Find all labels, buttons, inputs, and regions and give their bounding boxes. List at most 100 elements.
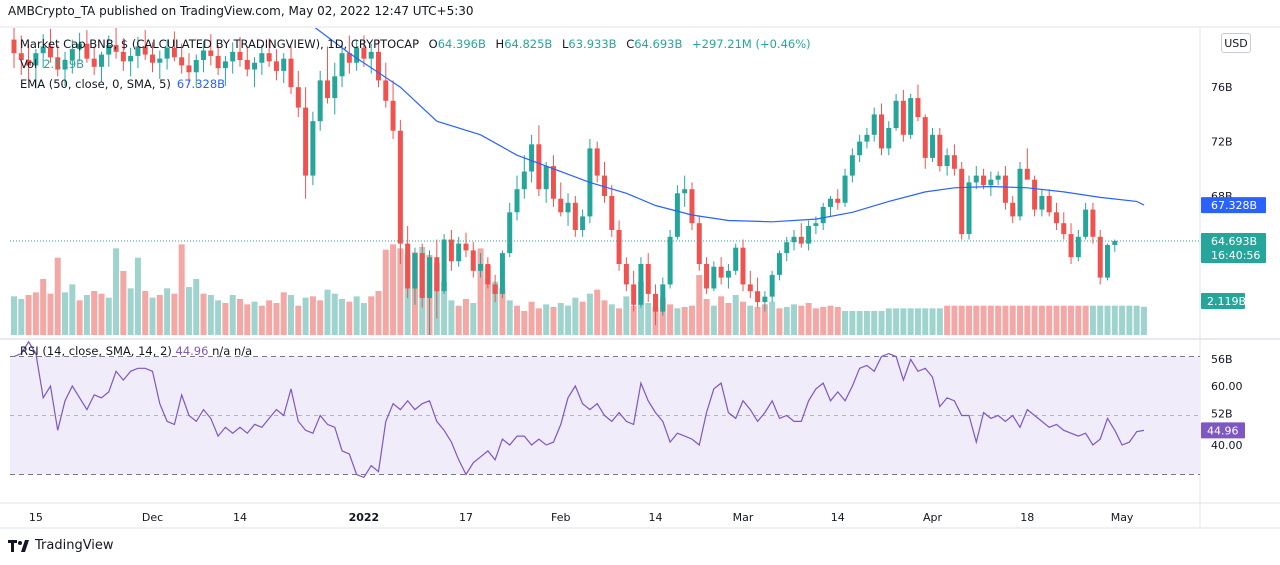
- candle-body: [937, 134, 943, 167]
- volume-row[interactable]: Vol 2.119B: [20, 54, 811, 74]
- candle-body: [1075, 236, 1081, 258]
- candle-body: [550, 166, 556, 199]
- candle-body: [900, 100, 906, 135]
- volume-bar: [601, 300, 608, 335]
- ema-row[interactable]: EMA (50, close, 0, SMA, 5) 67.328B: [20, 74, 811, 94]
- volume-bar: [594, 289, 601, 335]
- candle-body: [412, 253, 418, 289]
- candle-body: [179, 57, 185, 66]
- rsi-tag-label: 44.96: [1207, 424, 1239, 437]
- rsi-na-1: n/a: [212, 344, 231, 358]
- volume-bar: [820, 307, 827, 335]
- volume-bar: [455, 305, 462, 335]
- rsi-value: 44.96: [175, 344, 209, 358]
- candle-body: [164, 47, 170, 59]
- volume-bar: [674, 308, 681, 335]
- candle-body: [128, 55, 134, 62]
- candle-body: [747, 284, 753, 292]
- volume-bar: [309, 296, 316, 335]
- time-tick-label: Mar: [733, 511, 754, 524]
- time-tick-label: 14: [233, 511, 247, 524]
- price-legend: Market Cap BNB, $ (CALCULATED BY TRADING…: [20, 34, 811, 94]
- volume-bar: [499, 288, 506, 335]
- candle-body: [492, 284, 498, 294]
- volume-bar: [798, 305, 805, 335]
- close-label: C: [626, 37, 635, 51]
- volume-bar: [1053, 305, 1060, 335]
- volume-bar: [236, 299, 243, 335]
- volume-bar: [535, 308, 542, 335]
- candle-body: [879, 114, 885, 149]
- volume-bar: [769, 301, 776, 335]
- candle-body: [47, 46, 53, 58]
- volume-bar: [688, 305, 695, 335]
- candle-body: [601, 175, 607, 196]
- volume-bar: [76, 300, 83, 335]
- volume-bar: [783, 307, 790, 335]
- volume-bar: [127, 288, 134, 335]
- candle-body: [1024, 168, 1030, 180]
- volume-bar: [1009, 305, 1016, 335]
- volume-bar: [834, 307, 841, 335]
- candle-body: [660, 284, 666, 312]
- price-tag-box: [1201, 232, 1266, 263]
- candle-body: [682, 189, 688, 194]
- volume-bar: [805, 303, 812, 335]
- candle-body: [346, 53, 352, 63]
- candle-body: [11, 39, 17, 54]
- price-tick-label: 56B: [1211, 353, 1233, 366]
- candle-body: [543, 166, 549, 190]
- rsi-legend[interactable]: RSI (14, close, SMA, 14, 2) 44.96 n/a n/…: [20, 344, 252, 358]
- volume-bar: [521, 311, 528, 335]
- volume-bar: [91, 291, 98, 335]
- volume-bar: [207, 295, 214, 335]
- candle-body: [696, 223, 702, 264]
- volume-bar: [390, 244, 397, 335]
- candle-body: [645, 264, 651, 294]
- volume-bar: [397, 248, 404, 335]
- volume-bar: [565, 305, 572, 335]
- volume-bar: [506, 300, 513, 335]
- volume-bar: [1024, 305, 1031, 335]
- brand-name: TradingView: [35, 538, 114, 553]
- candle-body: [631, 284, 637, 305]
- volume-bar: [681, 307, 688, 335]
- volume-bar: [754, 307, 761, 335]
- currency-button[interactable]: USD: [1221, 33, 1251, 53]
- volume-bar: [586, 293, 593, 335]
- candle-body: [310, 121, 316, 176]
- low-value: 63.933B: [568, 37, 617, 51]
- time-tick-label: Dec: [142, 511, 163, 524]
- volume-bar: [164, 288, 171, 335]
- ema-label: EMA (50, close, 0, SMA, 5): [20, 77, 171, 91]
- high-label: H: [495, 37, 505, 51]
- vol-value: 2.119B: [43, 57, 85, 71]
- candle-body: [441, 239, 447, 292]
- candle-body: [1032, 179, 1038, 210]
- candle-body: [1053, 212, 1059, 224]
- candle-body: [951, 155, 957, 169]
- symbol-title[interactable]: Market Cap BNB, $ (CALCULATED BY TRADING…: [20, 37, 420, 51]
- volume-bar: [849, 311, 856, 335]
- volume-bar: [32, 292, 39, 335]
- candle-body: [1002, 175, 1008, 203]
- time-tick-label: 2022: [349, 511, 380, 524]
- candle-body: [857, 141, 863, 156]
- candle-body: [390, 100, 396, 131]
- time-tick-label: 17: [459, 511, 473, 524]
- candle-body: [558, 198, 564, 213]
- volume-bar: [258, 305, 265, 335]
- volume-bar: [696, 275, 703, 335]
- time-tick-label: 18: [1020, 511, 1034, 524]
- volume-bar: [550, 307, 557, 335]
- price-tick-label: 72B: [1211, 136, 1233, 149]
- volume-bar: [528, 301, 535, 335]
- volume-tag-box: [1201, 293, 1245, 309]
- candle-body: [434, 257, 440, 292]
- volume-bar: [776, 308, 783, 335]
- price-tag-label: 64.693B: [1211, 235, 1257, 248]
- candle-body: [470, 250, 476, 271]
- candle-body: [62, 60, 68, 70]
- candle-body: [84, 43, 90, 59]
